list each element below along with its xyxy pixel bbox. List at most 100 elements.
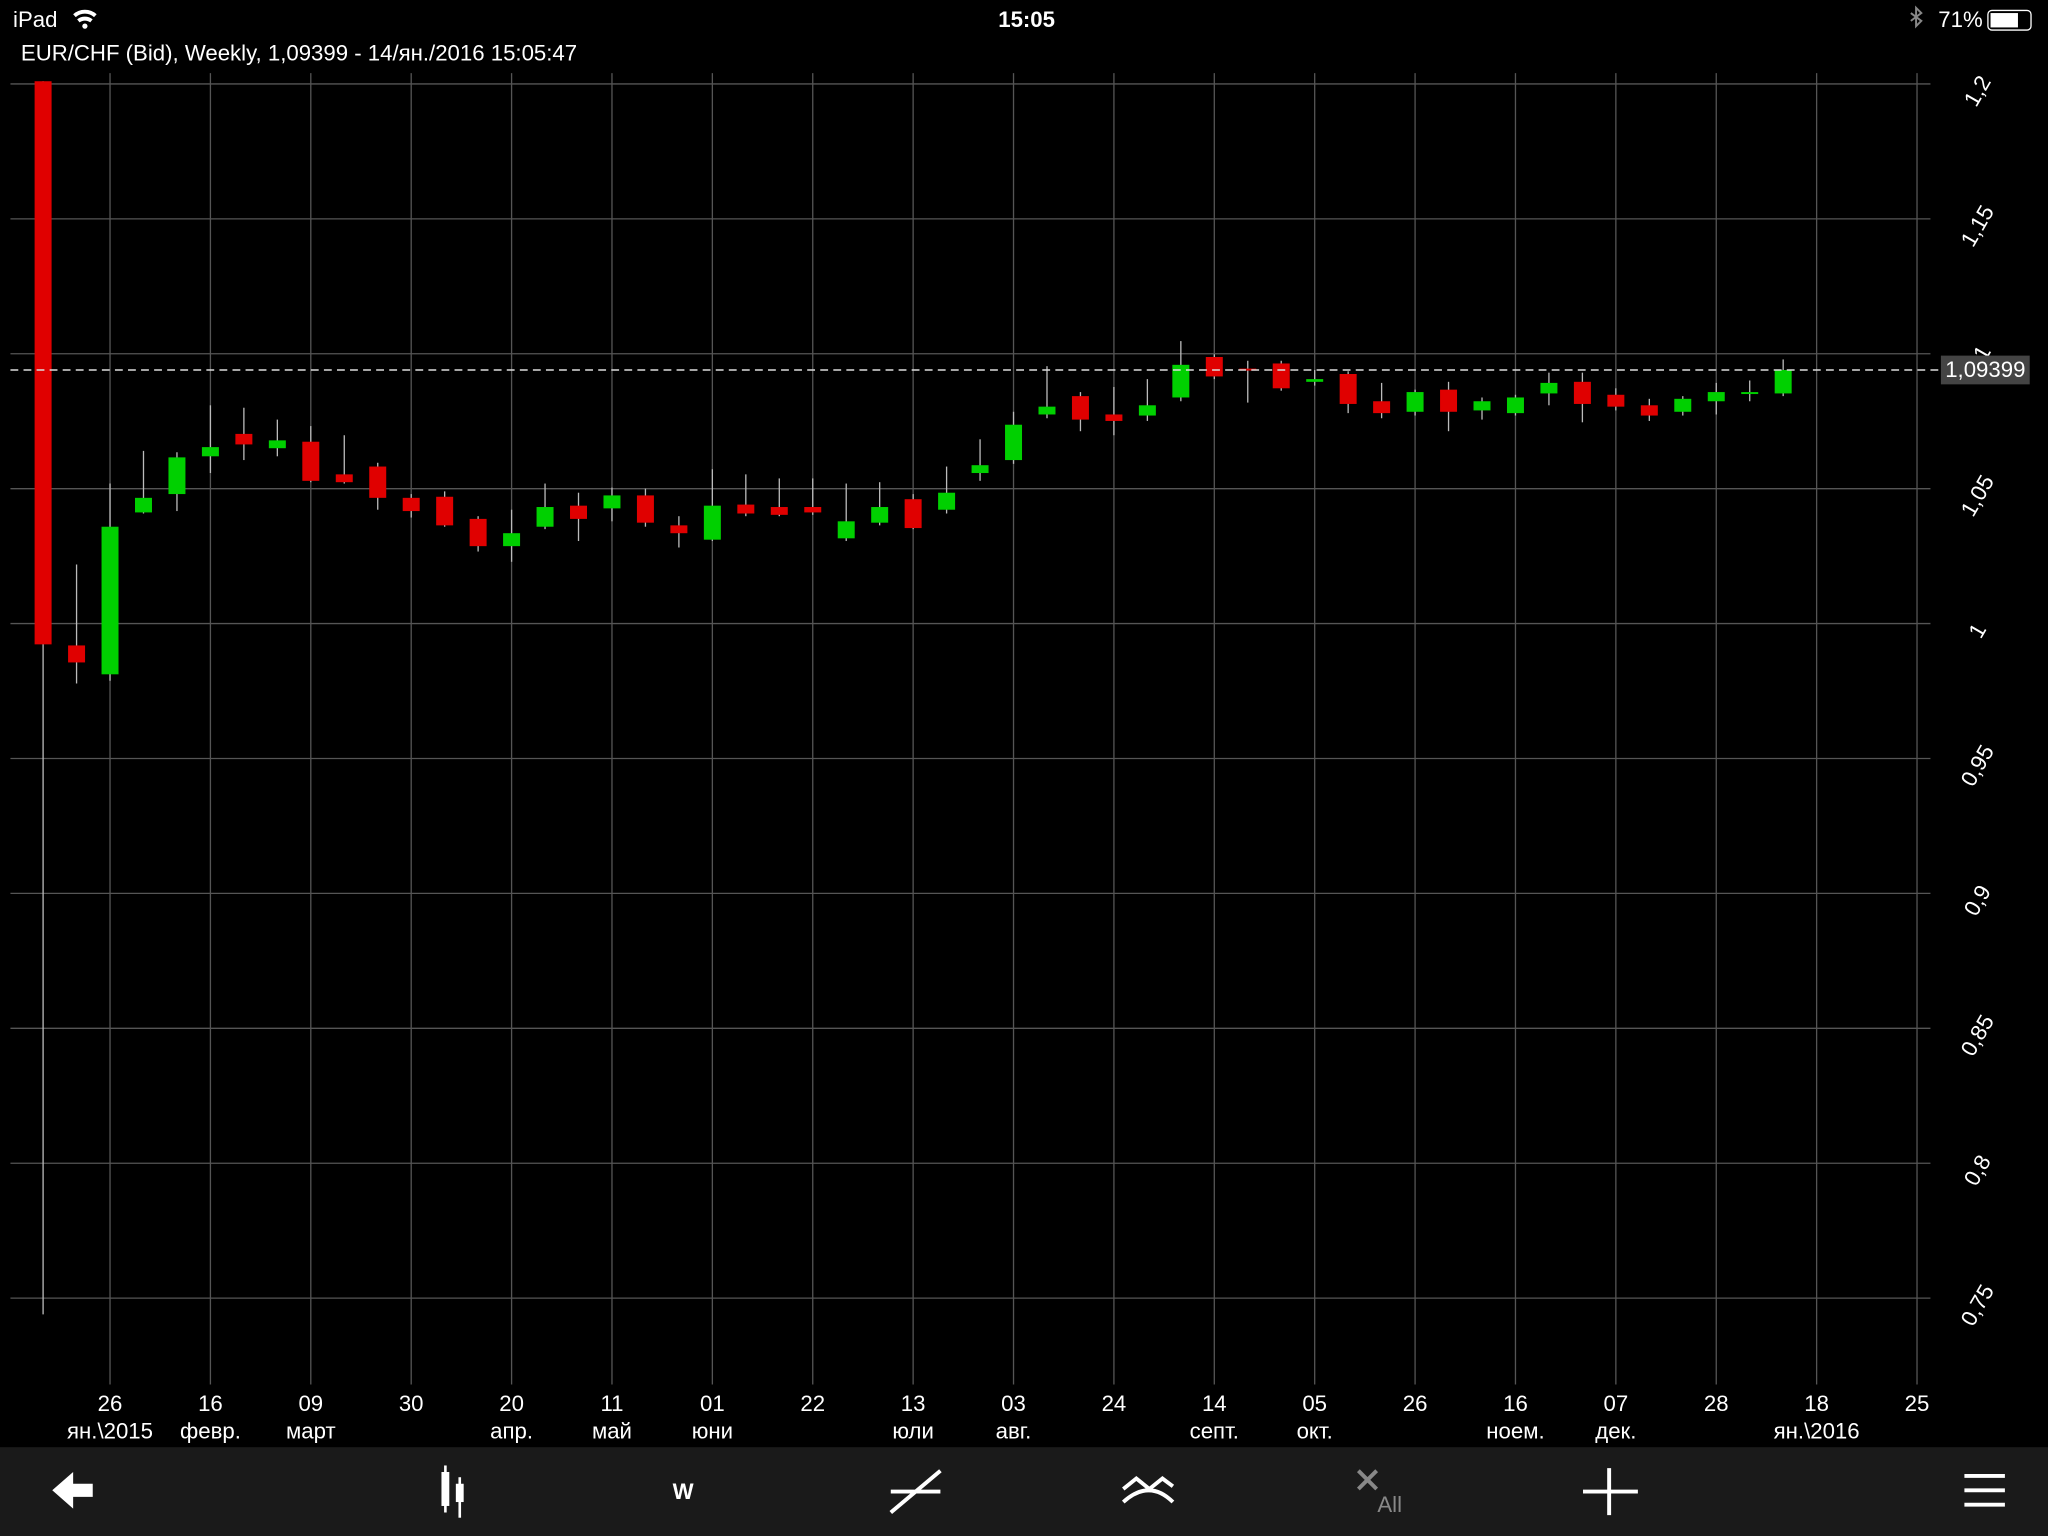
candle-body (1406, 392, 1424, 412)
x-tick-label: 13 (901, 1391, 926, 1416)
x-tick-label: 16 (1503, 1391, 1528, 1416)
candle-body (1306, 379, 1324, 382)
trendline-button[interactable] (889, 1469, 942, 1514)
x-tick-sublabel: окт. (1297, 1419, 1333, 1444)
candle-body (402, 497, 420, 512)
wifi-icon (73, 9, 97, 23)
x-tick-label: 14 (1202, 1391, 1227, 1416)
x-tick-label: 26 (1403, 1391, 1428, 1416)
current-price-label: 1,09399 (1945, 357, 2025, 382)
x-tick-label: 25 (1905, 1391, 1930, 1416)
candle-body (837, 521, 855, 539)
x-tick-sublabel: септ. (1190, 1419, 1239, 1444)
clear-icon[interactable] (1356, 1469, 1379, 1491)
x-tick-sublabel: ноем. (1486, 1419, 1544, 1444)
status-bar: iPad 15:05 71% (13, 5, 2032, 32)
x-tick-label: 11 (600, 1391, 623, 1416)
candle-body (1774, 369, 1792, 394)
candle-body (938, 492, 956, 510)
x-tick-label: 16 (198, 1391, 223, 1416)
x-tick-sublabel: апр. (490, 1419, 533, 1444)
toolbar: W All (0, 1447, 2048, 1536)
candle-body (302, 441, 320, 481)
clear-button[interactable]: All (1377, 1492, 1402, 1517)
battery-level (1990, 13, 2018, 28)
clock: 15:05 (998, 7, 1055, 32)
x-tick-sublabel: юли (892, 1419, 934, 1444)
plot-area: 0,750,80,850,90,9511,051,11,151,226ян.\2… (10, 71, 2030, 1444)
candle-body (503, 533, 521, 547)
candle-body (603, 495, 621, 509)
candle-body (436, 496, 454, 526)
crosshair-button[interactable] (1583, 1468, 1638, 1516)
candle-body (369, 466, 387, 498)
candle-body (135, 497, 152, 513)
candle-body (804, 507, 822, 513)
x-tick-label: 26 (98, 1391, 123, 1416)
candle-body (1741, 392, 1759, 395)
x-tick-sublabel: ян.\2015 (67, 1419, 153, 1444)
candle-body (1674, 398, 1692, 412)
candle-body (1440, 389, 1458, 412)
period-button[interactable]: W (673, 1479, 694, 1504)
x-tick-sublabel: авг. (996, 1419, 1032, 1444)
indicator-button[interactable] (1121, 1476, 1175, 1504)
candle-body (703, 505, 721, 540)
candle-body (871, 507, 889, 523)
candle-body (68, 645, 86, 663)
battery-text: 71% (1938, 7, 1982, 32)
current-price-tag (1940, 355, 2030, 385)
candle-body (1239, 368, 1257, 371)
candle-body (268, 440, 286, 449)
x-tick-label: 24 (1102, 1391, 1127, 1416)
candle-body (101, 526, 119, 675)
candle-body (1138, 405, 1156, 416)
candle-body (737, 504, 755, 514)
x-tick-sublabel: март (286, 1419, 336, 1444)
x-tick-sublabel: ян.\2016 (1774, 1419, 1860, 1444)
menu-button[interactable] (1964, 1473, 2005, 1507)
bluetooth-icon (1910, 5, 1923, 29)
candle-body (1373, 401, 1391, 414)
x-tick-sublabel: февр. (180, 1419, 241, 1444)
x-tick-label: 05 (1302, 1391, 1327, 1416)
x-tick-label: 03 (1001, 1391, 1026, 1416)
x-tick-label: 28 (1704, 1391, 1729, 1416)
battery-frame (1987, 9, 2032, 31)
candle-body (670, 525, 688, 534)
candle-body (168, 457, 186, 495)
back-button[interactable] (52, 1472, 93, 1509)
x-tick-label: 01 (700, 1391, 725, 1416)
chart-title: EUR/CHF (Bid), Weekly, 1,09399 - 14/ян./… (21, 41, 577, 66)
chart-type-button[interactable] (441, 1465, 464, 1518)
wifi-dot (82, 23, 88, 29)
candle-body (1573, 381, 1591, 404)
candle-body (570, 505, 587, 519)
candle-body (1707, 392, 1725, 402)
candle-body (1473, 401, 1491, 411)
candle-body (536, 507, 554, 527)
candle-body (1038, 406, 1056, 415)
candle-body (1640, 405, 1658, 416)
device-name: iPad (13, 7, 57, 32)
candle-body (34, 81, 52, 645)
candle-body (971, 465, 989, 474)
candle-body (1506, 397, 1524, 414)
candle-body (1339, 373, 1357, 404)
x-tick-label: 07 (1604, 1391, 1629, 1416)
x-tick-sublabel: дек. (1595, 1419, 1636, 1444)
candle-body (904, 499, 922, 529)
x-tick-sublabel: юни (692, 1419, 733, 1444)
candle-body (235, 433, 253, 445)
candle-body (1172, 364, 1190, 398)
candle-body (1205, 356, 1223, 377)
x-tick-label: 22 (800, 1391, 825, 1416)
candle-body (469, 518, 487, 547)
candle-body (770, 507, 788, 515)
x-tick-sublabel: май (592, 1419, 632, 1444)
candle-body (1607, 394, 1625, 407)
candle-body (1005, 424, 1023, 461)
